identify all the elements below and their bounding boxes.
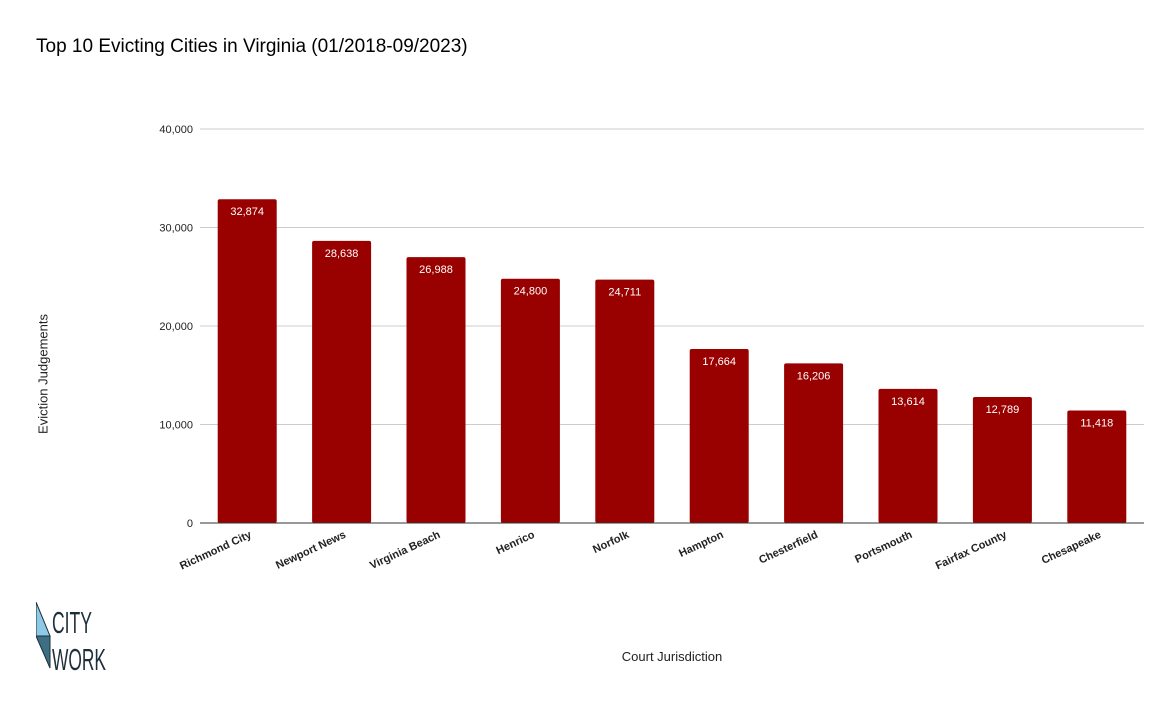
bar [784,363,844,523]
data-label: 28,638 [325,248,359,260]
x-tick-label: Henrico [494,529,536,557]
x-tick-label: Richmond City [178,528,254,572]
bar [689,349,749,523]
data-label: 17,664 [702,356,736,368]
x-tick-label: Virginia Beach [368,529,442,572]
data-label: 24,800 [514,286,548,298]
chart-title: Top 10 Evicting Cities in Virginia (01/2… [36,36,468,57]
logo-text-work: WORK [52,642,106,677]
data-label: 13,614 [891,396,925,408]
x-tick-label: Newport News [274,529,348,572]
data-label: 12,789 [986,404,1020,416]
x-tick-label: Hampton [677,529,726,560]
bar [312,240,372,523]
x-tick-label: Chesapeake [1040,529,1103,567]
logo-shape-bottom [36,635,51,669]
y-tick-label: 20,000 [159,321,193,333]
logo-text-city: CITY [52,605,92,640]
citywork-logo: CITY WORK [36,602,106,677]
logo-shape-top [36,602,51,637]
y-tick-label: 0 [187,518,193,530]
bar [217,199,277,523]
x-tick-label: Norfolk [591,528,632,556]
data-label: 24,711 [608,287,641,299]
y-tick-label: 30,000 [159,223,193,235]
y-tick-label: 10,000 [159,420,193,432]
bar [878,388,938,523]
x-tick-label: Chesterfield [757,529,820,567]
y-tick-label: 40,000 [159,124,193,136]
data-label: 32,874 [230,206,264,218]
bar [500,278,560,523]
x-axis-label: Court Jurisdiction [621,649,723,664]
data-label: 16,206 [797,370,831,382]
x-tick-label: Portsmouth [853,529,914,566]
bar [406,257,466,523]
bar [1067,410,1127,523]
data-label: 26,988 [419,264,453,276]
x-tick-label: Fairfax County [934,528,1010,572]
data-label: 11,418 [1080,418,1113,430]
bar [972,397,1032,523]
bar [595,279,655,523]
